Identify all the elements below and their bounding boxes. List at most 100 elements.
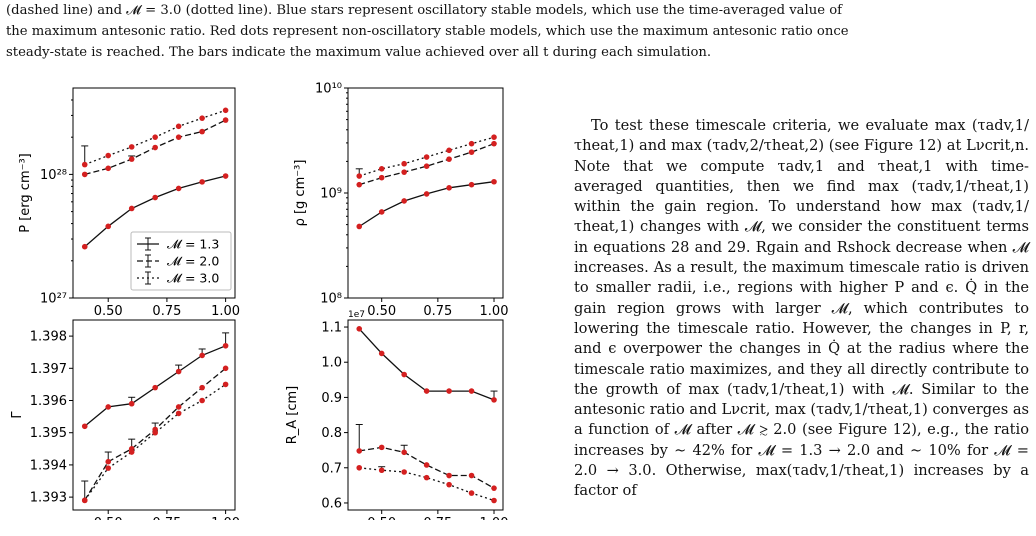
data-point <box>468 388 475 394</box>
caption-line-3: steady-state is reached. The bars indica… <box>6 45 712 60</box>
y-tick-label: 0.7 <box>321 461 342 476</box>
body-text-column: To test these timescale criteria, we eva… <box>574 116 1029 502</box>
data-point <box>401 371 407 378</box>
data-point <box>446 481 452 488</box>
data-point <box>356 448 363 454</box>
data-point <box>446 147 452 154</box>
data-point <box>105 152 112 159</box>
data-point <box>81 243 88 250</box>
body-paragraph: To test these timescale criteria, we eva… <box>574 117 1030 500</box>
data-point <box>199 115 205 121</box>
data-point <box>356 325 363 332</box>
caption-line-2: the maximum antesonic ratio. Red dots re… <box>6 24 849 39</box>
data-point <box>152 194 158 201</box>
x-tick-label: 1.00 <box>480 516 509 520</box>
data-point <box>423 462 430 468</box>
y-axis-label: ρ [g cm⁻³] <box>293 160 308 227</box>
y-tick-label: 10²⁷ <box>40 292 67 307</box>
data-point <box>222 173 229 179</box>
data-point <box>378 467 385 474</box>
data-point <box>468 490 475 496</box>
y-tick-label: 1.393 <box>30 491 67 506</box>
legend-label: 𝓜 = 2.0 <box>167 254 219 269</box>
data-point <box>423 474 430 481</box>
data-point <box>222 342 229 349</box>
y-axis-label: R_A [cm] <box>285 386 300 445</box>
figure-caption: (dashed line) and 𝓜 = 3.0 (dotted line).… <box>6 0 1028 63</box>
data-point <box>446 156 452 162</box>
y-tick-label: 1.394 <box>30 458 67 473</box>
data-point <box>152 144 158 151</box>
y-tick-label: 10⁹ <box>320 187 342 202</box>
data-point <box>491 397 497 403</box>
legend-label: 𝓜 = 1.3 <box>167 237 219 252</box>
series-line <box>358 181 495 228</box>
data-point <box>468 149 475 155</box>
data-point <box>199 352 205 359</box>
data-point <box>423 191 430 197</box>
data-point <box>175 134 182 140</box>
data-point <box>401 160 407 167</box>
data-point <box>468 181 475 188</box>
x-tick-label: 0.75 <box>152 304 181 319</box>
data-point <box>152 134 158 140</box>
data-point <box>491 140 497 147</box>
data-point <box>222 107 229 114</box>
data-point <box>491 178 497 185</box>
y-tick-label: 0.9 <box>321 391 342 406</box>
y-tick-label: 10²⁸ <box>40 168 67 183</box>
x-tick-label: 0.75 <box>152 516 181 520</box>
data-point <box>446 472 452 479</box>
data-point <box>491 497 497 504</box>
data-point <box>378 174 385 181</box>
data-point <box>199 384 205 391</box>
chart-panel-top-right: 0.50 0.75 1.00 10⁸ 10⁹ 10¹⁰ ρ [g cm⁻³] <box>293 82 508 320</box>
chart-panel-bottom-right: 0.500.751.000.60.70.80.91.01.1R_A [cm]Ṁ … <box>285 310 508 520</box>
data-point <box>468 140 475 147</box>
y-tick-label: 1.396 <box>30 394 67 409</box>
x-tick-label: 0.75 <box>423 516 452 520</box>
y-tick-label: 0.6 <box>321 496 342 511</box>
data-point <box>199 179 205 185</box>
chart-panel-bottom-left: 0.50 0.75 1.00 1.393 1.394 1.395 1.396 1.397 1.3… <box>10 319 240 520</box>
data-point <box>175 410 182 417</box>
data-point <box>401 198 407 204</box>
axis-offset-label: 1e7 <box>348 310 365 320</box>
y-tick-label: 1.1 <box>321 321 342 336</box>
data-point <box>423 163 430 169</box>
data-point <box>468 472 475 479</box>
series-line <box>359 467 495 502</box>
data-point <box>128 144 135 150</box>
y-tick-label: 1.395 <box>30 426 67 441</box>
data-point <box>356 464 363 471</box>
data-point <box>105 465 112 471</box>
plot-frame <box>72 87 236 299</box>
data-point <box>356 173 363 179</box>
data-point <box>222 381 229 388</box>
data-point <box>446 388 452 394</box>
data-point <box>128 205 135 212</box>
data-point <box>175 368 182 375</box>
y-tick-label: 0.8 <box>321 426 342 441</box>
data-point <box>128 400 135 407</box>
x-tick-label: 0.50 <box>94 516 123 520</box>
data-point <box>81 423 88 430</box>
y-tick-label: 1.397 <box>30 362 67 377</box>
data-point <box>175 404 182 410</box>
data-point <box>378 444 385 451</box>
data-point <box>401 169 407 175</box>
x-tick-label: 1.00 <box>211 516 240 520</box>
series-line <box>359 446 495 489</box>
data-point <box>105 404 112 410</box>
y-axis-label: P [erg cm⁻³] <box>18 153 33 233</box>
figure-panels: 0.50 0.75 1.00 10²⁷ 10²⁸ P [erg cm⁻³] 𝓜 = 1.3 𝓜… <box>10 82 508 521</box>
data-point <box>401 449 407 456</box>
legend-box <box>130 231 232 291</box>
data-point <box>423 154 430 160</box>
plot-frame <box>72 319 236 511</box>
x-tick-label: 0.50 <box>94 304 123 319</box>
data-point <box>222 365 229 372</box>
y-tick-label: 10⁸ <box>320 292 342 307</box>
y-axis-label: Γ <box>10 411 25 419</box>
data-point <box>152 384 158 391</box>
